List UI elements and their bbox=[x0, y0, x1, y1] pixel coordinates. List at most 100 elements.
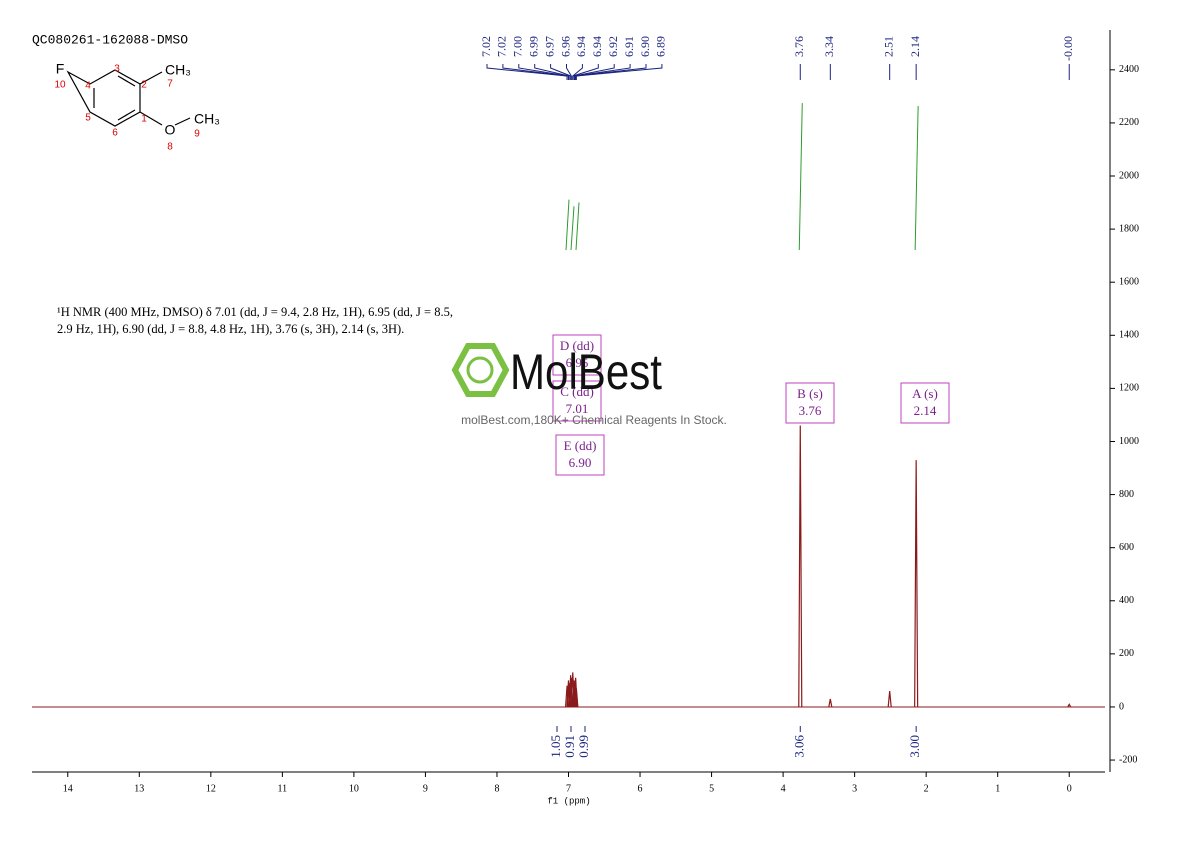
peak-connector bbox=[502, 64, 568, 80]
y-tick-label: 1000 bbox=[1119, 436, 1139, 447]
peak-label: 2.14 bbox=[908, 36, 922, 57]
y-tick-label: 1800 bbox=[1119, 223, 1139, 234]
peak-label: 6.89 bbox=[654, 36, 668, 57]
x-tick-label: 7 bbox=[566, 783, 571, 794]
y-tick-label: -200 bbox=[1119, 754, 1137, 765]
multiplet-shift: 2.14 bbox=[914, 403, 937, 418]
peak-label: 6.91 bbox=[622, 36, 636, 57]
y-tick-label: 800 bbox=[1119, 489, 1134, 500]
peak-label: 7.02 bbox=[495, 36, 509, 57]
y-tick-label: 2400 bbox=[1119, 64, 1139, 75]
atom-number: 2 bbox=[141, 80, 147, 91]
peak-label: 6.96 bbox=[558, 36, 572, 57]
peak-connector bbox=[575, 64, 663, 80]
peak-label: 6.94 bbox=[574, 36, 588, 57]
peak-label: 2.51 bbox=[881, 36, 895, 57]
structure-bonds bbox=[66, 69, 191, 127]
peak-connector bbox=[534, 64, 570, 80]
peak-connector bbox=[550, 64, 572, 80]
x-tick-label: 13 bbox=[134, 783, 144, 794]
atom-label: F bbox=[56, 61, 65, 77]
atom-number: 8 bbox=[167, 142, 173, 153]
peak bbox=[887, 690, 892, 708]
integral-label: 3.00 bbox=[907, 735, 922, 758]
peak bbox=[798, 425, 803, 707]
peak-connector bbox=[518, 64, 569, 80]
watermark-slogan: molBest.com,180K+ Chemical Reagents In S… bbox=[461, 413, 727, 427]
x-tick-label: 9 bbox=[423, 783, 428, 794]
title: QC080261-162088-DMSO bbox=[32, 32, 188, 47]
x-tick-label: 12 bbox=[206, 783, 216, 794]
multiplet-shift: 6.90 bbox=[569, 455, 592, 470]
peak-connector bbox=[574, 64, 631, 80]
x-tick-label: 6 bbox=[638, 783, 643, 794]
peak-label: 6.92 bbox=[606, 36, 620, 57]
atom-number: 3 bbox=[114, 64, 120, 75]
peak-label: 7.00 bbox=[511, 36, 525, 57]
peak-connector bbox=[573, 64, 615, 80]
integral-curve bbox=[798, 103, 803, 251]
integral-label: 0.91 bbox=[562, 735, 577, 758]
integral-label: 3.06 bbox=[791, 735, 806, 758]
watermark-logo bbox=[451, 343, 510, 397]
peak-connector bbox=[566, 64, 572, 80]
peak-connector bbox=[486, 64, 568, 80]
watermark-brand: MolBest bbox=[510, 344, 662, 400]
multiplet-box bbox=[555, 434, 605, 476]
x-tick-label: 11 bbox=[278, 783, 288, 794]
x-tick-label: 1 bbox=[995, 783, 1000, 794]
multiplet-name: C (dd) bbox=[560, 384, 594, 399]
peak-label: -0.00 bbox=[1061, 36, 1075, 61]
peak-label: 6.90 bbox=[638, 36, 652, 57]
y-tick-label: 200 bbox=[1119, 648, 1134, 659]
atom-number: 5 bbox=[85, 113, 91, 124]
multiplet-box bbox=[552, 380, 602, 422]
annotation-line: 2.9 Hz, 1H), 6.90 (dd, J = 8.8, 4.8 Hz, … bbox=[57, 322, 404, 336]
peak-label: 3.34 bbox=[822, 36, 836, 57]
peak-label: 3.76 bbox=[792, 36, 806, 57]
multiplet-shift: 7.01 bbox=[566, 401, 589, 416]
integral-curve bbox=[565, 199, 570, 251]
peak-connector bbox=[575, 64, 647, 80]
y-tick-label: 1600 bbox=[1119, 276, 1139, 287]
x-tick-label: 2 bbox=[924, 783, 929, 794]
multiplet-name: B (s) bbox=[797, 386, 823, 401]
x-tick-label: 0 bbox=[1067, 783, 1072, 794]
y-tick-label: 1400 bbox=[1119, 330, 1139, 341]
x-tick-label: 14 bbox=[63, 783, 73, 794]
integral-curve bbox=[570, 206, 575, 251]
multiplet-box bbox=[900, 382, 950, 424]
peak bbox=[828, 698, 833, 708]
peak-label: 6.94 bbox=[590, 36, 604, 57]
peak bbox=[1067, 703, 1072, 708]
multiplet-name: D (dd) bbox=[560, 338, 594, 353]
x-tick-label: 10 bbox=[349, 783, 359, 794]
peak-label: 6.97 bbox=[542, 36, 556, 57]
peak-connector bbox=[572, 64, 599, 80]
multiplet-shift: 6.95 bbox=[566, 355, 589, 370]
y-tick-label: 1200 bbox=[1119, 383, 1139, 394]
y-tick-label: 600 bbox=[1119, 542, 1134, 553]
integral-curve bbox=[914, 105, 919, 251]
peak bbox=[574, 688, 579, 708]
multiplet-name: E (dd) bbox=[564, 438, 597, 453]
y-tick-label: 2000 bbox=[1119, 170, 1139, 181]
peak-label: 6.99 bbox=[526, 36, 540, 57]
multiplet-shift: 3.76 bbox=[799, 403, 822, 418]
multiplet-box bbox=[785, 382, 835, 424]
atom-label: CH₃ bbox=[194, 111, 220, 127]
annotation-line: ¹H NMR (400 MHz, DMSO) δ 7.01 (dd, J = 9… bbox=[57, 305, 453, 319]
x-tick-label: 5 bbox=[709, 783, 714, 794]
multiplet-name: A (s) bbox=[912, 386, 938, 401]
integral-curve bbox=[575, 202, 580, 251]
y-tick-label: 0 bbox=[1119, 701, 1124, 712]
peak-label: 7.02 bbox=[479, 36, 493, 57]
y-tick-label: 400 bbox=[1119, 595, 1134, 606]
peak bbox=[569, 677, 574, 707]
x-tick-label: 8 bbox=[494, 783, 499, 794]
integral-label: 0.99 bbox=[576, 735, 591, 758]
atom-label: CH₃ bbox=[165, 62, 191, 78]
atom-number: 10 bbox=[54, 80, 66, 91]
atom-number: 7 bbox=[167, 79, 173, 90]
